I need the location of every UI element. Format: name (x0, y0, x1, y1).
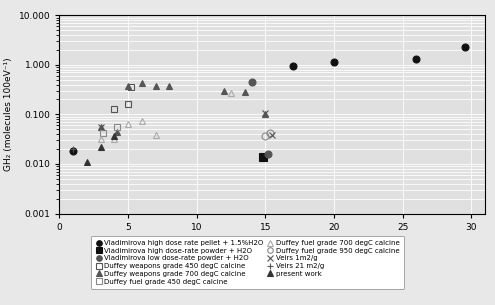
Duffey fuel grade 700 degC calcine (125, 122, 131, 125)
Duffey weapons grade 700 degC calcine (125, 84, 131, 88)
Line: Veirs 1m2/g: Veirs 1m2/g (97, 110, 276, 139)
Duffey fuel grade 700 degC calcine (139, 119, 145, 122)
Duffey fuel grade 950 degC calcine (262, 135, 268, 138)
Duffey weapons grade 450 degC calcine (111, 107, 117, 110)
Veirs 1m2/g (262, 112, 268, 115)
Line: present work: present work (83, 133, 118, 165)
Duffey weapons grade 700 degC calcine (98, 125, 103, 129)
Line: Duffey weapons grade 450 degC calcine: Duffey weapons grade 450 degC calcine (111, 84, 134, 112)
Vladimirova low dose-rate powder + H2O (265, 152, 271, 156)
Vladimirova high dose rate pellet + 1.5%H2O (331, 60, 337, 64)
Vladimirova high dose rate pellet + 1.5%H2O (290, 64, 296, 68)
Vladimirova high dose rate pellet + 1.5%H2O (461, 45, 467, 49)
Duffey weapons grade 450 degC calcine (125, 102, 131, 106)
Duffey weapons grade 700 degC calcine (262, 113, 268, 116)
Duffey fuel grade 950 degC calcine (266, 131, 272, 135)
Duffey fuel grade 700 degC calcine (152, 133, 158, 137)
Vladimirova low dose-rate powder + H2O (248, 80, 254, 84)
Line: Duffey fuel grade 700 degC calcine: Duffey fuel grade 700 degC calcine (97, 90, 235, 142)
Duffey fuel grade 700 degC calcine (111, 137, 117, 141)
present work (84, 160, 90, 164)
X-axis label: Estimated number of monolayers: Estimated number of monolayers (191, 237, 354, 247)
present work (98, 145, 103, 149)
Duffey fuel grade 450 degC calcine (114, 125, 120, 129)
Duffey fuel grade 700 degC calcine (98, 137, 103, 141)
Duffey weapons grade 700 degC calcine (166, 84, 172, 88)
Line: Duffey weapons grade 700 degC calcine: Duffey weapons grade 700 degC calcine (97, 80, 269, 135)
Line: Vladimirova high dose rate pellet + 1.5%H2O: Vladimirova high dose rate pellet + 1.5%… (70, 43, 468, 155)
Duffey weapons grade 700 degC calcine (114, 130, 120, 133)
Vladimirova high dose rate pellet + 1.5%H2O (70, 149, 76, 153)
Duffey fuel grade 700 degC calcine (228, 91, 234, 95)
Duffey weapons grade 700 degC calcine (242, 90, 248, 94)
Duffey weapons grade 700 degC calcine (139, 82, 145, 85)
Duffey weapons grade 700 degC calcine (152, 84, 158, 88)
Vladimirova high dose rate pellet + 1.5%H2O (413, 57, 419, 61)
present work (111, 135, 117, 138)
Line: Duffey fuel grade 950 degC calcine: Duffey fuel grade 950 degC calcine (262, 130, 273, 140)
Veirs 1m2/g (98, 125, 103, 129)
Legend: Vladimirova high dose rate pellet + 1.5%H2O, Vladimirova high dose-rate powder +: Vladimirova high dose rate pellet + 1.5%… (91, 236, 404, 289)
Y-axis label: GH₂ (molecules 100eV⁻¹): GH₂ (molecules 100eV⁻¹) (4, 58, 13, 171)
Duffey weapons grade 450 degC calcine (128, 86, 134, 89)
Veirs 1m2/g (269, 133, 275, 137)
Duffey weapons grade 700 degC calcine (221, 89, 227, 92)
Duffey fuel grade 450 degC calcine (100, 131, 106, 135)
Line: Vladimirova low dose-rate powder + H2O: Vladimirova low dose-rate powder + H2O (248, 78, 272, 157)
Line: Duffey fuel grade 450 degC calcine: Duffey fuel grade 450 degC calcine (100, 124, 121, 137)
